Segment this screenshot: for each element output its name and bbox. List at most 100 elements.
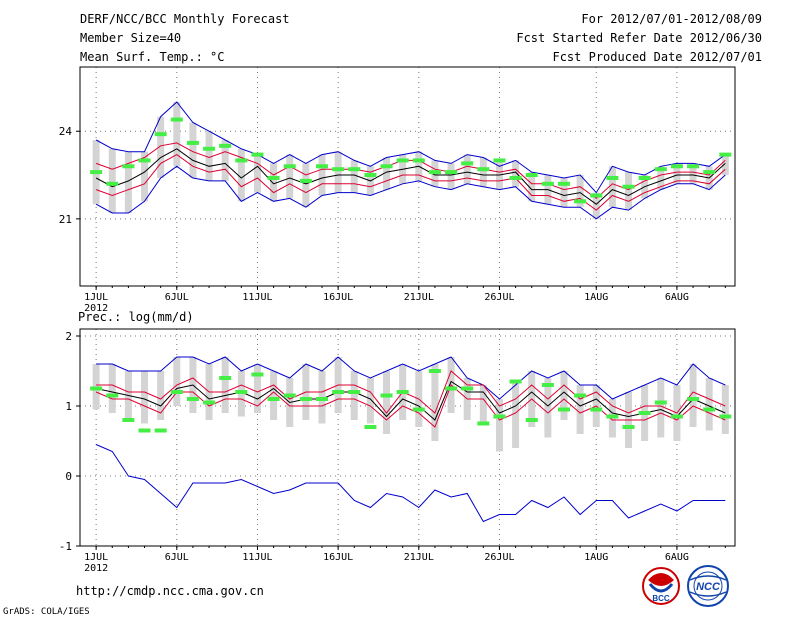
ensemble-box (383, 371, 391, 434)
observed-marker (348, 167, 361, 172)
ensemble-box (221, 357, 229, 413)
ensemble-box (270, 163, 278, 202)
ensemble-box (705, 378, 713, 431)
observed-marker (509, 379, 522, 384)
observed-marker (219, 143, 232, 148)
ensemble-box (270, 371, 278, 420)
ensemble-box (512, 160, 520, 187)
x-tick-label: 21JUL (404, 552, 434, 563)
observed-marker (122, 418, 135, 422)
observed-marker (670, 164, 683, 169)
ensemble-box (592, 192, 600, 219)
ensemble-box (721, 385, 729, 434)
observed-marker (122, 164, 135, 169)
observed-marker (477, 167, 490, 172)
observed-marker (380, 164, 393, 169)
x-tick-label: 6AUG (665, 552, 689, 563)
y-tick-label: 0 (65, 470, 72, 483)
observed-marker (138, 158, 151, 163)
ensemble-box (657, 378, 665, 438)
ensemble-box (528, 172, 536, 202)
observed-marker (654, 400, 667, 405)
logos: BCC NCC (642, 565, 729, 607)
observed-marker (299, 178, 312, 183)
observed-marker (235, 390, 248, 394)
source-url[interactable]: http://cmdp.ncc.cma.gov.cn (76, 584, 264, 598)
observed-marker (154, 428, 167, 433)
ensemble-box (560, 177, 568, 208)
observed-marker (283, 164, 296, 169)
observed-marker (557, 181, 570, 186)
spread-lower-line (95, 154, 726, 211)
ensemble-box (673, 163, 681, 184)
x-tick-label: 26JUL (484, 292, 514, 303)
observed-marker (90, 170, 103, 175)
x-tick-label: 6AUG (665, 292, 689, 303)
member-size: Member Size=40 (80, 31, 182, 45)
observed-marker (590, 407, 603, 412)
observed-marker (106, 181, 119, 186)
ensemble-box (157, 371, 165, 420)
observed-marker (154, 132, 167, 137)
observed-marker (574, 199, 587, 204)
ensemble-mean-line (95, 380, 726, 421)
observed-marker (703, 407, 716, 412)
observed-marker (445, 386, 458, 391)
ensemble-box (463, 154, 471, 184)
observed-marker (412, 407, 425, 412)
ensemble-box (205, 131, 213, 181)
ensemble-box (447, 163, 455, 190)
forecast-range: For 2012/07/01-2012/08/09 (581, 12, 762, 26)
observed-marker (364, 425, 377, 429)
observed-marker (493, 414, 506, 419)
precip-title: Prec.: log(mm/d) (78, 310, 194, 324)
y-tick-label: 24 (59, 125, 73, 138)
ensemble-box (334, 151, 342, 193)
observed-marker (703, 170, 716, 175)
spread-upper-line (96, 370, 726, 414)
observed-marker (461, 161, 474, 166)
temperature-panel: 21 24 1JUL 6JUL 11JUL 16JUL 21JUL 26JUL 1AUG 6AUG… (59, 66, 736, 314)
observed-marker (203, 400, 216, 405)
observed-marker (315, 164, 328, 169)
ensemble-box (657, 166, 665, 190)
observed-marker (687, 164, 700, 169)
y-tick-label: 2 (65, 330, 72, 343)
observed-marker (654, 167, 667, 172)
ensemble-box (512, 381, 520, 448)
observed-marker (622, 425, 635, 429)
observed-marker (138, 428, 151, 433)
x-tick-label: 1JUL (84, 552, 108, 563)
ensemble-box (286, 154, 294, 199)
ensemble-max-line (95, 101, 726, 194)
observed-marker (590, 193, 603, 198)
x-tick-label: 11JUL (242, 552, 272, 563)
observed-marker (687, 397, 700, 401)
ensemble-box (157, 116, 165, 178)
fcst-produced-date: Fcst Produced Date 2012/07/01 (552, 50, 762, 64)
ensemble-box (608, 166, 616, 208)
x-tick-label: 1AUG (584, 292, 608, 303)
ensemble-box (576, 175, 584, 208)
observed-marker (186, 397, 199, 401)
x-year-label: 2012 (84, 303, 108, 314)
observed-marker (493, 158, 506, 163)
y-tick-label: -1 (59, 540, 72, 553)
observed-marker (380, 393, 393, 398)
observed-marker (525, 173, 538, 178)
observed-marker (267, 175, 280, 180)
svg-text:NCC: NCC (696, 581, 721, 593)
observed-marker (412, 158, 425, 163)
ensemble-min-line (95, 165, 726, 220)
x-tick-label: 6JUL (165, 552, 189, 563)
observed-marker (186, 140, 199, 145)
ensemble-box (625, 172, 633, 211)
observed-marker (525, 418, 538, 422)
ensemble-box (576, 385, 584, 434)
ensemble-box (689, 163, 697, 184)
observed-marker (283, 393, 296, 398)
x-tick-label: 1JUL (84, 292, 108, 303)
observed-marker (299, 397, 312, 401)
observed-marker (638, 411, 651, 415)
